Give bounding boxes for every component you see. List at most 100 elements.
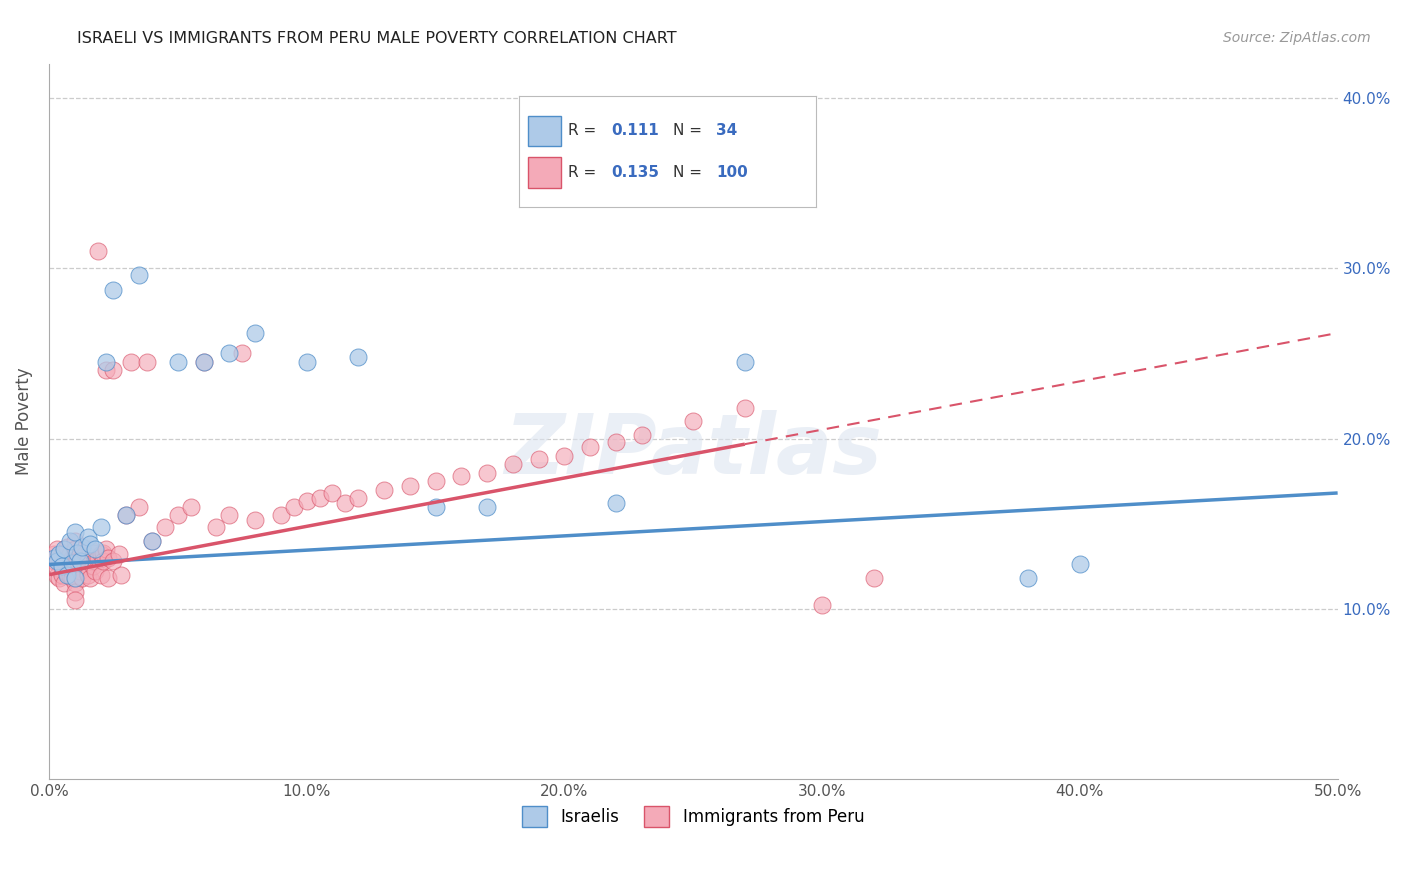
Point [53, 554, 76, 568]
Point [42, 547, 65, 561]
Point [425, 500, 447, 514]
Point [89, 567, 111, 582]
Point [243, 513, 266, 527]
Point [60, 564, 83, 578]
Point [84, 554, 107, 568]
Point [308, 491, 330, 505]
Point [63, 525, 86, 540]
Point [53, 542, 76, 557]
Point [53, 576, 76, 591]
Point [48, 571, 70, 585]
Point [63, 571, 86, 585]
Point [72, 550, 94, 565]
Point [72, 541, 94, 555]
Point [63, 542, 86, 557]
Point [84, 542, 107, 557]
Point [63, 567, 86, 582]
Point [82, 559, 104, 574]
Point [295, 355, 318, 369]
Point [89, 547, 111, 561]
Point [56, 541, 79, 555]
Point [73, 559, 96, 574]
Point [335, 496, 357, 510]
Point [76, 567, 98, 582]
Text: Source: ZipAtlas.com: Source: ZipAtlas.com [1223, 31, 1371, 45]
Point [76, 554, 98, 568]
Point [42, 554, 65, 568]
Point [734, 355, 756, 369]
Point [110, 567, 132, 582]
Point [63, 559, 86, 574]
Point [128, 500, 150, 514]
Text: ISRAELI VS IMMIGRANTS FROM PERU MALE POVERTY CORRELATION CHART: ISRAELI VS IMMIGRANTS FROM PERU MALE POV… [77, 31, 676, 46]
Point [321, 486, 343, 500]
Point [94, 363, 117, 377]
Point [425, 474, 447, 488]
Point [58, 547, 80, 561]
Point [63, 584, 86, 599]
Point [180, 500, 202, 514]
Point [231, 346, 253, 360]
Point [73, 547, 96, 561]
Point [347, 491, 370, 505]
Point [79, 537, 101, 551]
Point [82, 545, 104, 559]
Point [193, 355, 215, 369]
Point [605, 496, 627, 510]
Point [283, 500, 305, 514]
Point [76, 550, 98, 565]
Point [84, 564, 107, 578]
Point [630, 428, 652, 442]
Point [56, 567, 79, 582]
Point [153, 520, 176, 534]
Point [1017, 571, 1039, 585]
Point [51, 559, 73, 574]
Point [398, 479, 420, 493]
Point [579, 440, 602, 454]
Point [63, 576, 86, 591]
Point [69, 547, 91, 561]
Point [115, 508, 138, 522]
Point [48, 547, 70, 561]
Text: ZIPatlas: ZIPatlas [505, 409, 882, 491]
Point [58, 569, 80, 583]
Point [475, 466, 498, 480]
Point [141, 533, 163, 548]
Point [63, 571, 86, 585]
Point [45, 569, 67, 583]
Point [63, 554, 86, 568]
Point [91, 554, 114, 568]
Point [605, 434, 627, 449]
Point [243, 326, 266, 340]
Point [128, 268, 150, 282]
Point [94, 355, 117, 369]
Point [89, 520, 111, 534]
Point [51, 547, 73, 561]
Point [63, 533, 86, 548]
Point [69, 564, 91, 578]
Point [45, 554, 67, 568]
Point [553, 449, 575, 463]
Point [63, 547, 86, 561]
Point [475, 500, 498, 514]
Point [53, 545, 76, 559]
Point [295, 494, 318, 508]
Point [166, 355, 188, 369]
Point [87, 550, 110, 565]
Point [51, 567, 73, 582]
Point [270, 508, 292, 522]
Point [811, 599, 834, 613]
Point [218, 346, 240, 360]
Point [141, 533, 163, 548]
Point [42, 550, 65, 565]
Point [66, 554, 89, 568]
Point [60, 556, 83, 570]
Point [502, 457, 524, 471]
Point [66, 545, 89, 559]
Point [94, 542, 117, 557]
Point [103, 284, 125, 298]
Point [45, 561, 67, 575]
Y-axis label: Male Poverty: Male Poverty [15, 368, 32, 475]
Point [69, 554, 91, 568]
Point [135, 355, 157, 369]
